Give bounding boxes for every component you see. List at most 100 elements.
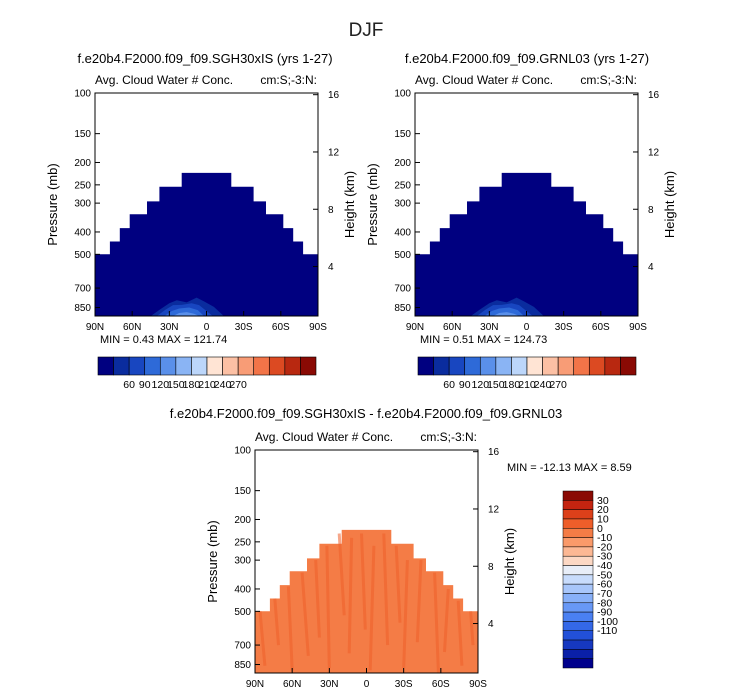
min-max-label: MIN = 0.51 MAX = 124.73: [420, 334, 547, 346]
ytick-label: 300: [234, 556, 251, 567]
diff-streak-13: [402, 560, 409, 669]
ytick-right-label: 12: [328, 147, 340, 158]
diff-streak-14: [415, 560, 423, 643]
season-title: DJF: [349, 20, 384, 41]
contour-field: [415, 172, 638, 316]
colorbar-swatch: [562, 611, 594, 622]
ytick-label: 200: [234, 515, 251, 526]
diff-streak-3: [286, 586, 294, 671]
diff-streak-8: [347, 537, 354, 654]
colorbar-label: -70: [597, 588, 612, 600]
colorbar-swatch: [97, 356, 114, 376]
colorbar-swatch: [253, 356, 270, 376]
colorbar-swatch: [562, 583, 594, 594]
colorbar-swatch: [562, 546, 594, 557]
colorbar-label: 180: [183, 379, 201, 391]
units-label: cm:S;-3:N:: [580, 73, 637, 87]
colorbar-swatch: [562, 602, 594, 613]
ytick-label: 400: [74, 227, 91, 238]
contour-level-4: [173, 312, 200, 316]
colorbar-label: 210: [518, 379, 536, 391]
colorbar-swatch: [562, 658, 594, 669]
ytick-label: 850: [234, 660, 251, 671]
colorbar-swatch: [562, 630, 594, 641]
ytick-label: 150: [234, 486, 251, 497]
colorbar-swatch: [557, 356, 575, 376]
colorbar-swatch: [542, 356, 559, 376]
ytick-label: 100: [74, 89, 91, 100]
colorbar-label: -60: [597, 579, 612, 591]
diff-streak-10: [368, 545, 376, 671]
ytick-label: 500: [394, 250, 411, 261]
ytick-label: 150: [394, 129, 411, 140]
colorbar-swatch: [144, 356, 161, 376]
panel-left: f.e20b4.F2000.f09_f09.SGH30xIS (yrs 1-27…: [45, 51, 357, 391]
colorbar-label: -20: [597, 541, 612, 553]
colorbar-label: 60: [123, 379, 135, 391]
ytick-label: 150: [74, 129, 91, 140]
colorbar-swatch: [237, 356, 255, 376]
xtick-label: 90S: [629, 322, 647, 333]
colorbar-label: 180: [503, 379, 521, 391]
colorbar-label: -30: [597, 551, 612, 563]
colorbar-swatch: [191, 356, 208, 376]
contour-field: [95, 172, 318, 316]
diff-streak-16: [443, 588, 450, 653]
panel-right: f.e20b4.F2000.f09_f09.GRNL03 (yrs 1-27) A…: [365, 51, 677, 391]
colorbar-label: -90: [597, 607, 612, 619]
ytick-label: 300: [74, 199, 91, 210]
colorbar-swatch: [562, 518, 594, 529]
panel-diff: f.e20b4.F2000.f09_f09.SGH30xIS - f.e20b4…: [170, 406, 632, 690]
xtick-label: 90S: [469, 679, 487, 690]
diff-streak-11: [382, 533, 390, 646]
colorbar-label: 20: [597, 504, 609, 516]
diff-streak-2: [273, 598, 280, 646]
diff-streak-5: [314, 560, 321, 638]
colorbar-swatch: [222, 356, 239, 376]
ytick-label: 700: [234, 641, 251, 652]
colorbar-swatch: [562, 500, 594, 510]
colorbar-label: 10: [597, 513, 609, 525]
ytick-right-label: 12: [488, 504, 500, 515]
diff-streak-1: [258, 611, 267, 666]
panel-subtitle: Avg. Cloud Water # Conc.: [95, 73, 233, 87]
xtick-label: 60N: [443, 322, 461, 333]
colorbar-swatch: [562, 621, 594, 631]
xtick-label: 90N: [246, 679, 264, 690]
colorbar-swatch: [175, 356, 192, 376]
xtick-label: 30N: [160, 322, 178, 333]
colorbar-swatch: [128, 356, 146, 376]
colorbar-swatch: [448, 356, 466, 376]
y-axis-right-label: Height (km): [662, 171, 677, 238]
xtick-label: 90N: [406, 322, 424, 333]
ytick-right-label: 12: [648, 147, 660, 158]
xtick-label: 30S: [235, 322, 253, 333]
xtick-label: 90S: [309, 322, 327, 333]
colorbar-swatch: [562, 555, 594, 566]
xtick-label: 60S: [272, 322, 290, 333]
ytick-right-label: 8: [328, 205, 334, 216]
colorbar-label: 30: [597, 495, 609, 507]
colorbar-swatch: [562, 649, 594, 659]
ytick-label: 200: [394, 158, 411, 169]
colorbar-label: 90: [459, 379, 471, 391]
colorbar-swatch: [113, 356, 130, 376]
colorbar-label: 210: [198, 379, 216, 391]
ytick-right-label: 8: [488, 562, 494, 573]
min-max-label: MIN = -12.13 MAX = 8.59: [507, 462, 632, 474]
colorbar-label: 120: [472, 379, 490, 391]
ytick-right-label: 16: [328, 90, 340, 101]
colorbar-swatch: [268, 356, 286, 376]
panel-title: f.e20b4.F2000.f09_f09.GRNL03 (yrs 1-27): [405, 51, 649, 66]
xtick-label: 60N: [283, 679, 301, 690]
colorbar-label: -10: [597, 532, 612, 544]
colorbar-swatch: [562, 537, 594, 548]
ytick-label: 250: [74, 180, 91, 191]
y-axis-label: Pressure (mb): [45, 163, 60, 245]
diff-streak-17: [456, 600, 464, 666]
colorbar-label: 240: [214, 379, 232, 391]
xtick-label: 90N: [86, 322, 104, 333]
xtick-label: 0: [364, 679, 370, 690]
colorbar-swatch: [206, 356, 223, 376]
colorbar-swatch: [588, 356, 606, 376]
